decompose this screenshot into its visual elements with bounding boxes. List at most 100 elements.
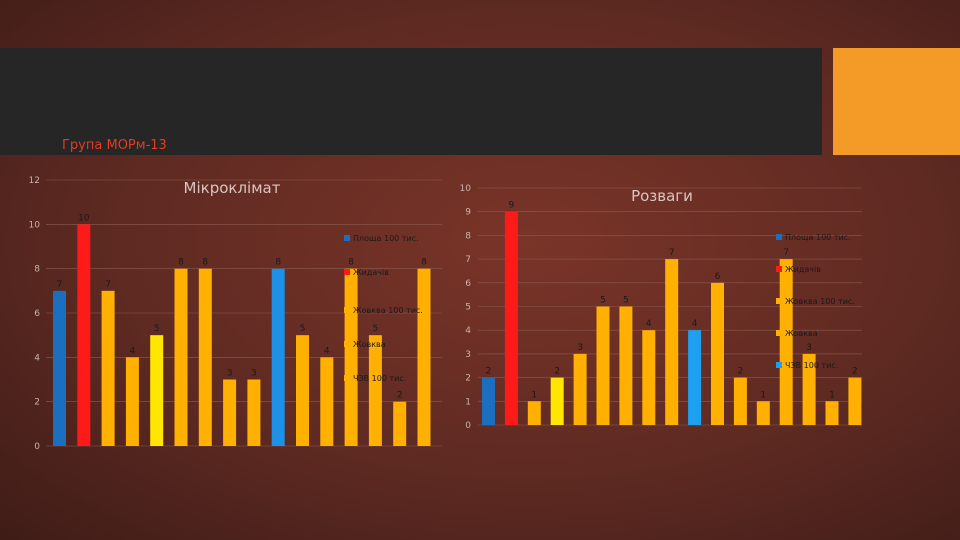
chart2-data-label: 5 [623, 296, 629, 306]
chart1-ytick-label: 2 [34, 398, 40, 408]
chart2-legend-label: ЧЗВ 100 тис. [785, 361, 838, 370]
chart2-legend-swatch [776, 234, 782, 240]
chart1-ytick-label: 12 [29, 176, 40, 186]
chart1-data-label: 5 [300, 324, 306, 334]
chart1-bar [77, 224, 91, 446]
chart1-data-label: 7 [57, 280, 63, 290]
chart2-data-label: 2 [738, 367, 744, 377]
chart2-ytick-label: 8 [465, 231, 471, 241]
chart2-ytick-label: 5 [465, 303, 471, 313]
chart2-ytick-label: 3 [465, 350, 471, 360]
chart2-data-label: 1 [829, 390, 835, 400]
chart1-bar [417, 268, 431, 446]
chart1-legend-label: Жовква [353, 340, 386, 349]
chart2-data-label: 4 [646, 319, 652, 329]
chart1-bar [247, 379, 261, 446]
chart2-data-label: 7 [669, 248, 675, 258]
chart2-legend-swatch [776, 330, 782, 336]
chart2-bar [482, 377, 495, 425]
title-band [0, 48, 822, 155]
chart2-bar [848, 377, 862, 425]
chart1-legend-label: ЧЗВ 100 тис. [353, 374, 406, 383]
chart1-data-label: 3 [251, 369, 257, 379]
chart1-data-label: 4 [130, 346, 136, 356]
chart2-data-label: 2 [852, 367, 858, 377]
chart1-ytick-label: 4 [34, 353, 40, 363]
chart2-bar [825, 401, 839, 425]
chart2-ytick-label: 4 [465, 326, 471, 336]
chart2-bar [573, 353, 587, 425]
chart1-bar [53, 290, 66, 446]
chart1-data-label: 5 [373, 324, 379, 334]
accent-block [833, 48, 960, 155]
chart1-data-label: 7 [105, 280, 111, 290]
chart1-data-label: 8 [421, 258, 427, 268]
chart1-bar [296, 335, 309, 446]
chart2-bar [527, 401, 541, 425]
chart2-bar [550, 377, 564, 425]
chart1-legend-swatch [344, 341, 350, 347]
group-label: Група МОРм-13 [62, 138, 167, 153]
chart2-bar [733, 377, 747, 425]
chart2-ytick-label: 2 [465, 374, 471, 384]
chart1-ytick-label: 10 [29, 220, 41, 230]
chart1-bar [223, 379, 237, 446]
chart2-legend-swatch [776, 266, 782, 272]
chart2-bar [504, 211, 518, 425]
chart1-legend-label: Жидачів [353, 268, 389, 277]
chart1-bar [150, 335, 164, 446]
chart1-bar [101, 290, 115, 446]
chart1-legend-label: Площа 100 тис. [353, 234, 419, 243]
chart2-bar [688, 330, 702, 425]
chart2-title: Розваги [631, 187, 693, 205]
chart1-data-label: 10 [78, 213, 90, 223]
chart1-bar [271, 268, 285, 446]
chart1-legend-swatch [344, 235, 350, 241]
chart2-data-label: 3 [806, 343, 812, 353]
chart1-bar [393, 401, 407, 446]
chart1-ytick-label: 0 [34, 442, 40, 452]
chart2-data-label: 7 [783, 248, 789, 258]
chart2-bar [779, 259, 793, 425]
chart2-ytick-label: 0 [465, 421, 471, 431]
chart2-ytick-label: 6 [465, 279, 471, 289]
chart2-ytick-label: 9 [465, 208, 471, 218]
chart1-bar [320, 357, 334, 446]
chart1-data-label: 4 [324, 346, 330, 356]
chart2-data-label: 9 [509, 201, 515, 211]
chart2-data-label: 2 [486, 367, 492, 377]
chart1-title: Мікроклімат [184, 179, 281, 197]
chart2-ytick-label: 7 [465, 255, 471, 265]
chart1-bar [198, 268, 212, 446]
chart1-bar [125, 357, 139, 446]
chart1-data-label: 2 [397, 391, 403, 401]
chart2-ytick-label: 10 [460, 184, 472, 194]
chart2-data-label: 1 [531, 390, 537, 400]
chart2-data-label: 1 [760, 390, 766, 400]
chart2-data-label: 4 [692, 319, 698, 329]
chart2-legend-label: Жидачів [785, 265, 821, 274]
chart2-ytick-label: 1 [465, 397, 471, 407]
chart2-legend-label: Площа 100 тис. [785, 233, 851, 242]
chart2-legend-swatch [776, 298, 782, 304]
chart1-legend-swatch [344, 375, 350, 381]
chart2-bar [711, 282, 724, 425]
chart1-data-label: 8 [178, 258, 184, 268]
chart2-bar [642, 330, 656, 425]
chart2-bar [596, 306, 610, 425]
chart1-data-label: 8 [275, 258, 281, 268]
chart2-bar [619, 306, 633, 425]
chart1-legend-label: Жовква 100 тис. [353, 306, 423, 315]
chart2-bar [665, 259, 679, 425]
chart1-bar [368, 335, 382, 446]
chart1-ytick-label: 8 [34, 265, 40, 275]
chart1-bar [344, 268, 358, 446]
chart2-data-label: 6 [715, 272, 721, 282]
chart2-bar [756, 401, 770, 425]
chart1-data-label: 8 [348, 258, 354, 268]
chart1-data-label: 3 [227, 369, 233, 379]
chart2-data-label: 2 [554, 367, 560, 377]
chart1-ytick-label: 6 [34, 309, 40, 319]
chart1-bar [174, 268, 188, 446]
